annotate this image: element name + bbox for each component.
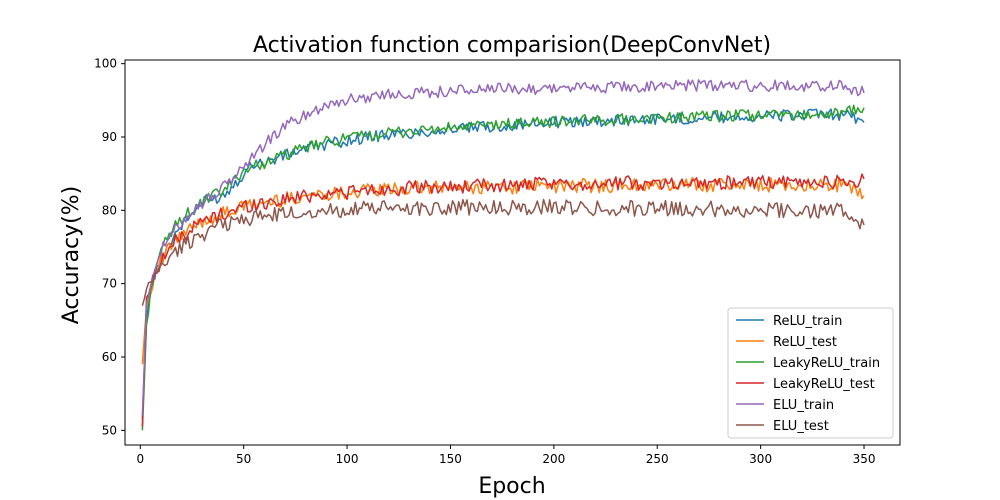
legend-label: LeakyReLU_test [773, 377, 875, 392]
x-tick-label: 200 [542, 452, 565, 466]
legend-label: LeakyReLU_train [773, 356, 880, 371]
chart-title: Activation function comparision(DeepConv… [253, 33, 771, 58]
y-tick-label: 70 [102, 277, 117, 291]
y-tick-label: 50 [102, 423, 117, 437]
x-tick-label: 50 [236, 452, 251, 466]
x-tick-label: 100 [336, 452, 359, 466]
plot-frame [124, 59, 901, 446]
legend-label: ReLU_train [773, 314, 842, 329]
legend-label: ELU_train [773, 398, 834, 413]
y-tick-label: 90 [102, 130, 117, 144]
x-tick-label: 150 [439, 452, 462, 466]
legend: ReLU_train ReLU_test LeakyReLU_train LeakyR… [727, 307, 894, 439]
x-axis-label: Epoch [478, 474, 545, 499]
series-line-elu-test [141, 198, 865, 306]
plot-area [124, 59, 901, 446]
series-lines [141, 79, 865, 431]
axis-ticks: 0 50 100 150 200 250 300 350 50 60 70 80 90 100 [94, 57, 875, 466]
series-line-leakyrelu-test [141, 173, 865, 427]
x-tick-label: 350 [853, 452, 876, 466]
x-tick-label: 300 [749, 452, 772, 466]
legend-label: ReLU_test [773, 335, 837, 350]
series-line-leakyrelu-train [141, 104, 865, 431]
x-tick-label: 250 [646, 452, 669, 466]
legend-label: ELU_test [773, 419, 829, 434]
y-tick-label: 100 [94, 57, 117, 71]
series-line-elu-train [141, 79, 865, 416]
y-tick-label: 60 [102, 350, 117, 364]
y-tick-label: 80 [102, 203, 117, 217]
y-axis-label: Accuracy(%) [59, 186, 84, 325]
x-tick-label: 0 [136, 452, 144, 466]
legend-box [727, 307, 894, 439]
